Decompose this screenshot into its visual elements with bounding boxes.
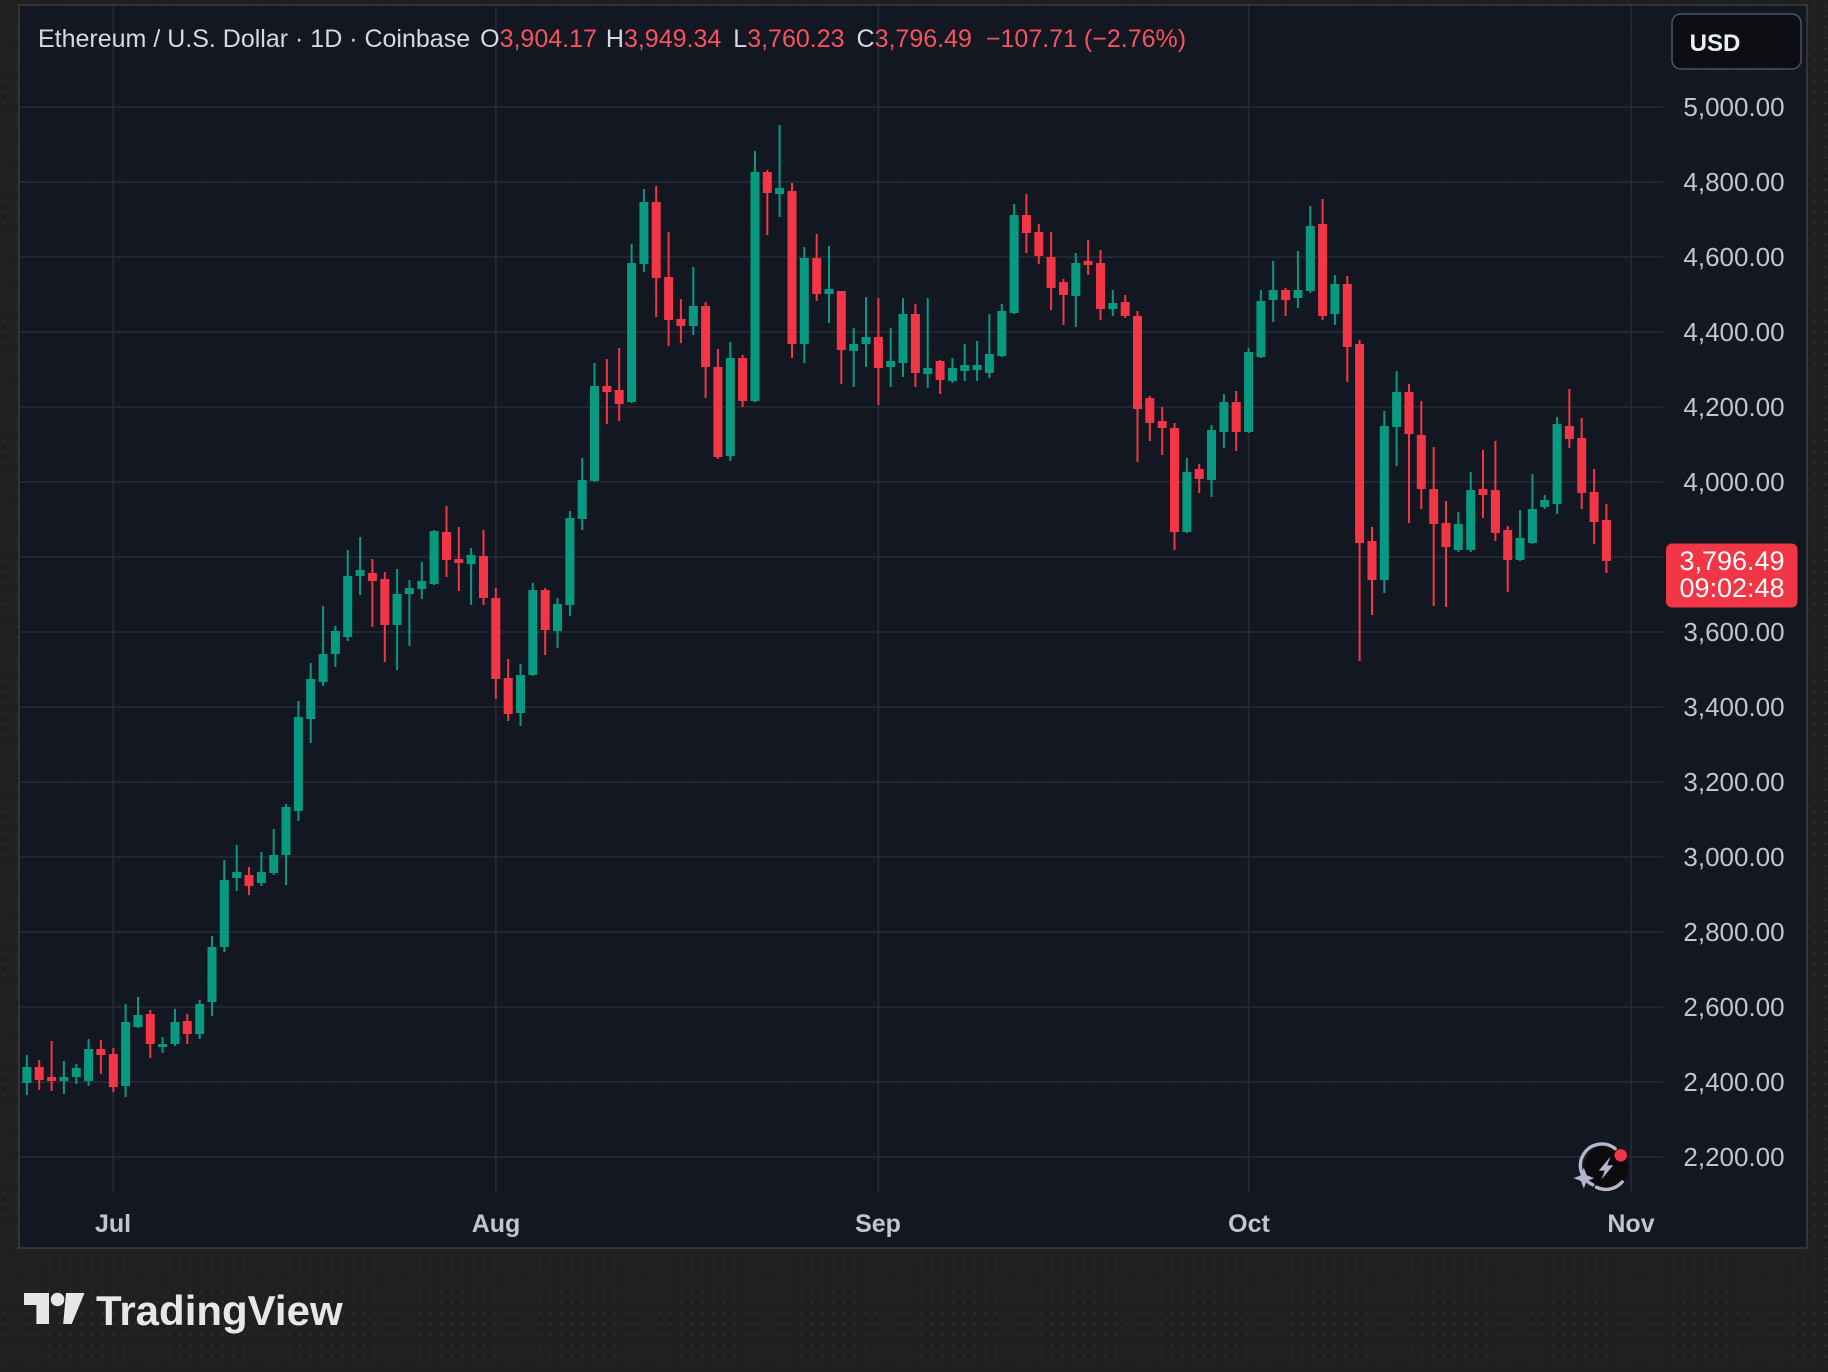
svg-text:3,400.00: 3,400.00	[1683, 692, 1784, 722]
svg-text:Nov: Nov	[1607, 1210, 1654, 1238]
svg-text:4,200.00: 4,200.00	[1683, 392, 1784, 422]
svg-text:TradingView: TradingView	[96, 1287, 343, 1334]
svg-text:Oct: Oct	[1228, 1210, 1270, 1238]
svg-text:5,000.00: 5,000.00	[1683, 92, 1784, 122]
svg-text:4,000.00: 4,000.00	[1683, 467, 1784, 497]
svg-text:Jul: Jul	[95, 1210, 131, 1238]
svg-text:3,200.00: 3,200.00	[1683, 767, 1784, 797]
svg-text:Ethereum / U.S. Dollar · 1D ·: Ethereum / U.S. Dollar · 1D · Coinbase O3…	[38, 25, 1186, 53]
svg-text:09:02:48: 09:02:48	[1679, 573, 1784, 603]
svg-text:Aug: Aug	[472, 1210, 521, 1238]
svg-text:USD: USD	[1690, 30, 1741, 57]
svg-text:3,600.00: 3,600.00	[1683, 617, 1784, 647]
svg-text:4,400.00: 4,400.00	[1683, 317, 1784, 347]
svg-text:Sep: Sep	[855, 1210, 901, 1238]
svg-text:4,600.00: 4,600.00	[1683, 242, 1784, 272]
svg-text:4,800.00: 4,800.00	[1683, 167, 1784, 197]
svg-text:2,200.00: 2,200.00	[1683, 1142, 1784, 1172]
svg-text:2,400.00: 2,400.00	[1683, 1067, 1784, 1097]
svg-text:3,796.49: 3,796.49	[1679, 546, 1784, 576]
svg-text:2,600.00: 2,600.00	[1683, 992, 1784, 1022]
svg-text:2,800.00: 2,800.00	[1683, 917, 1784, 947]
svg-text:3,000.00: 3,000.00	[1683, 842, 1784, 872]
